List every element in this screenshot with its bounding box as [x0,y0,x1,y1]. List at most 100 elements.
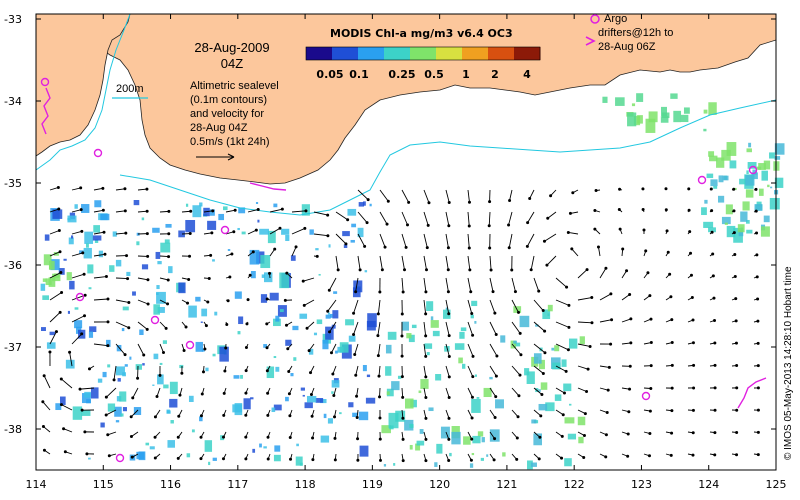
chl-pixel [271,407,276,413]
velocity-arrow-head [711,252,715,256]
chl-pixel [273,404,282,411]
chl-pixel [208,461,211,466]
chl-pixel [94,239,99,243]
velocity-arrow-head [161,351,165,355]
chl-pixel [513,340,517,344]
velocity-arrow [599,268,607,279]
chl-pixel [227,249,231,251]
velocity-arrow-head [80,229,84,233]
velocity-arrow [527,211,535,223]
land-west-coast [35,13,131,157]
chl-pixel [302,394,305,397]
argo-track [249,182,287,191]
velocity-arrow-head [471,375,475,379]
velocity-arrow-head [62,427,66,431]
chl-pixel [746,148,752,153]
velocity-arrow [49,312,61,323]
velocity-arrow-head [519,353,523,357]
velocity-arrow-head [78,387,82,391]
velocity-arrow-head [126,277,130,281]
velocity-arrow [423,233,428,248]
chl-pixel [424,343,433,349]
velocity-arrow-head [494,333,498,337]
chl-pixel [470,314,474,319]
y-tick-label: -34 [4,95,22,108]
chl-pixel [408,334,415,343]
chl-pixel [722,175,729,181]
chl-pixel [316,319,323,325]
velocity-arrow [598,246,601,257]
velocity-arrow-head [41,400,45,404]
velocity-arrow-head [734,341,738,345]
chl-pixel [462,363,466,369]
chl-pixel [117,378,121,382]
velocity-arrow-head [58,310,62,314]
chl-pixel [115,420,120,423]
velocity-arrow-head [356,437,360,441]
velocity-arrow-head [710,209,714,213]
velocity-arrow-head [424,290,428,294]
chl-pixel [542,309,551,320]
chl-pixel [269,292,279,301]
argo-drifter [641,391,651,401]
chl-pixel [540,382,548,390]
chl-pixel [545,402,555,412]
chl-pixel [238,207,246,214]
argo-drifter [40,77,50,87]
velocity-arrow-head [164,326,168,330]
velocity-arrow [335,255,339,270]
chl-pixel [204,440,213,452]
chl-pixel [708,227,716,233]
chl-pixel [48,260,55,270]
velocity-arrow-head [735,408,739,412]
velocity-arrow [445,365,450,378]
chl-pixel [285,339,292,346]
velocity-arrow [546,255,557,266]
velocity-arrow-head [628,292,632,296]
chl-pixel [237,331,241,335]
velocity-arrow-head [266,435,270,439]
velocity-arrow-head [447,375,451,379]
velocity-arrow-head [378,437,382,441]
velocity-arrow [577,321,593,324]
velocity-arrow [467,387,473,398]
argo-legend-1: Argo [604,13,627,25]
velocity-arrow-head [567,303,571,307]
chl-pixel [201,308,208,317]
velocity-arrow-head [648,409,652,413]
velocity-arrow-head [288,414,292,418]
velocity-arrow-head [593,227,597,231]
velocity-arrow-head [401,459,405,463]
x-tick-label: 125 [766,478,787,491]
velocity-arrow-head [155,395,159,399]
velocity-arrow-head [204,324,208,328]
chl-pixel [579,336,585,345]
chl-pixel [85,243,89,248]
chl-pixel [274,445,281,452]
chl-pixel [169,381,178,395]
chl-pixel [519,315,530,328]
velocity-arrow [445,233,449,248]
velocity-arrow [304,299,315,306]
chl-pixel [45,278,52,286]
velocity-arrow [555,365,567,372]
chl-pixel [107,403,116,412]
velocity-arrow [533,321,545,332]
chl-pixel [328,244,331,248]
velocity-arrow [488,211,491,226]
chl-pixel [708,151,715,157]
velocity-arrow [423,255,427,270]
velocity-arrow-head [467,246,471,250]
velocity-arrow-head [304,209,308,213]
velocity-arrow-head [284,323,288,327]
chl-pixel [275,366,280,372]
chl-pixel [55,403,62,411]
chl-pixel [333,291,338,294]
velocity-arrow [555,343,569,351]
velocity-arrow-head [222,413,226,417]
velocity-arrow-head [470,416,474,420]
velocity-arrow [511,321,521,334]
argo-drifter [220,225,230,235]
chl-pixel [185,219,196,233]
chl-pixel [474,374,477,377]
